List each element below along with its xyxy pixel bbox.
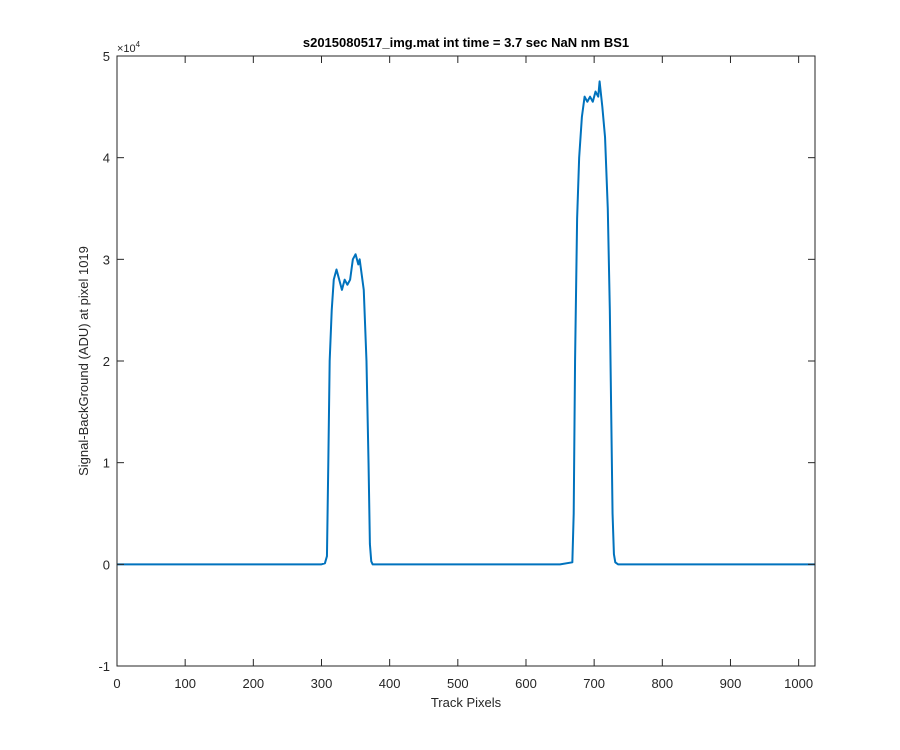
x-tick-label: 1000 bbox=[784, 676, 813, 691]
plot-area bbox=[116, 55, 816, 667]
x-tick-label: 700 bbox=[583, 676, 605, 691]
x-tick-label: 300 bbox=[311, 676, 333, 691]
y-tick-label: 5 bbox=[103, 49, 110, 64]
y-axis-exponent: ×104 bbox=[117, 40, 141, 55]
y-tick-label: 0 bbox=[103, 557, 110, 572]
x-tick-label: 100 bbox=[174, 676, 196, 691]
y-tick-label: 3 bbox=[103, 252, 110, 267]
x-tick-label: 0 bbox=[113, 676, 120, 691]
plot-background bbox=[117, 56, 815, 666]
y-tick-label: 4 bbox=[103, 151, 110, 166]
x-tick-label: 200 bbox=[242, 676, 264, 691]
y-axis-label: Signal-BackGround (ADU) at pixel 1019 bbox=[76, 246, 91, 476]
y-tick-label: 1 bbox=[103, 456, 110, 471]
y-tick-label: 2 bbox=[103, 354, 110, 369]
x-axis-label: Track Pixels bbox=[431, 695, 502, 710]
y-axis: -1 0 1 2 3 4 5 bbox=[98, 49, 815, 674]
x-tick-label: 500 bbox=[447, 676, 469, 691]
x-tick-label: 600 bbox=[515, 676, 537, 691]
chart-title: s2015080517_img.mat int time = 3.7 sec N… bbox=[303, 35, 629, 50]
x-axis: 0 100 200 300 400 500 600 700 800 900 1000 bbox=[113, 56, 813, 691]
series-line-1 bbox=[117, 80, 815, 566]
x-tick-label: 400 bbox=[379, 676, 401, 691]
y-axis-exponent-base: ×10 bbox=[117, 43, 136, 55]
x-tick-label: 900 bbox=[720, 676, 742, 691]
y-tick-label: -1 bbox=[98, 659, 110, 674]
x-tick-label: 800 bbox=[651, 676, 673, 691]
y-axis-exponent-power: 4 bbox=[136, 40, 141, 49]
